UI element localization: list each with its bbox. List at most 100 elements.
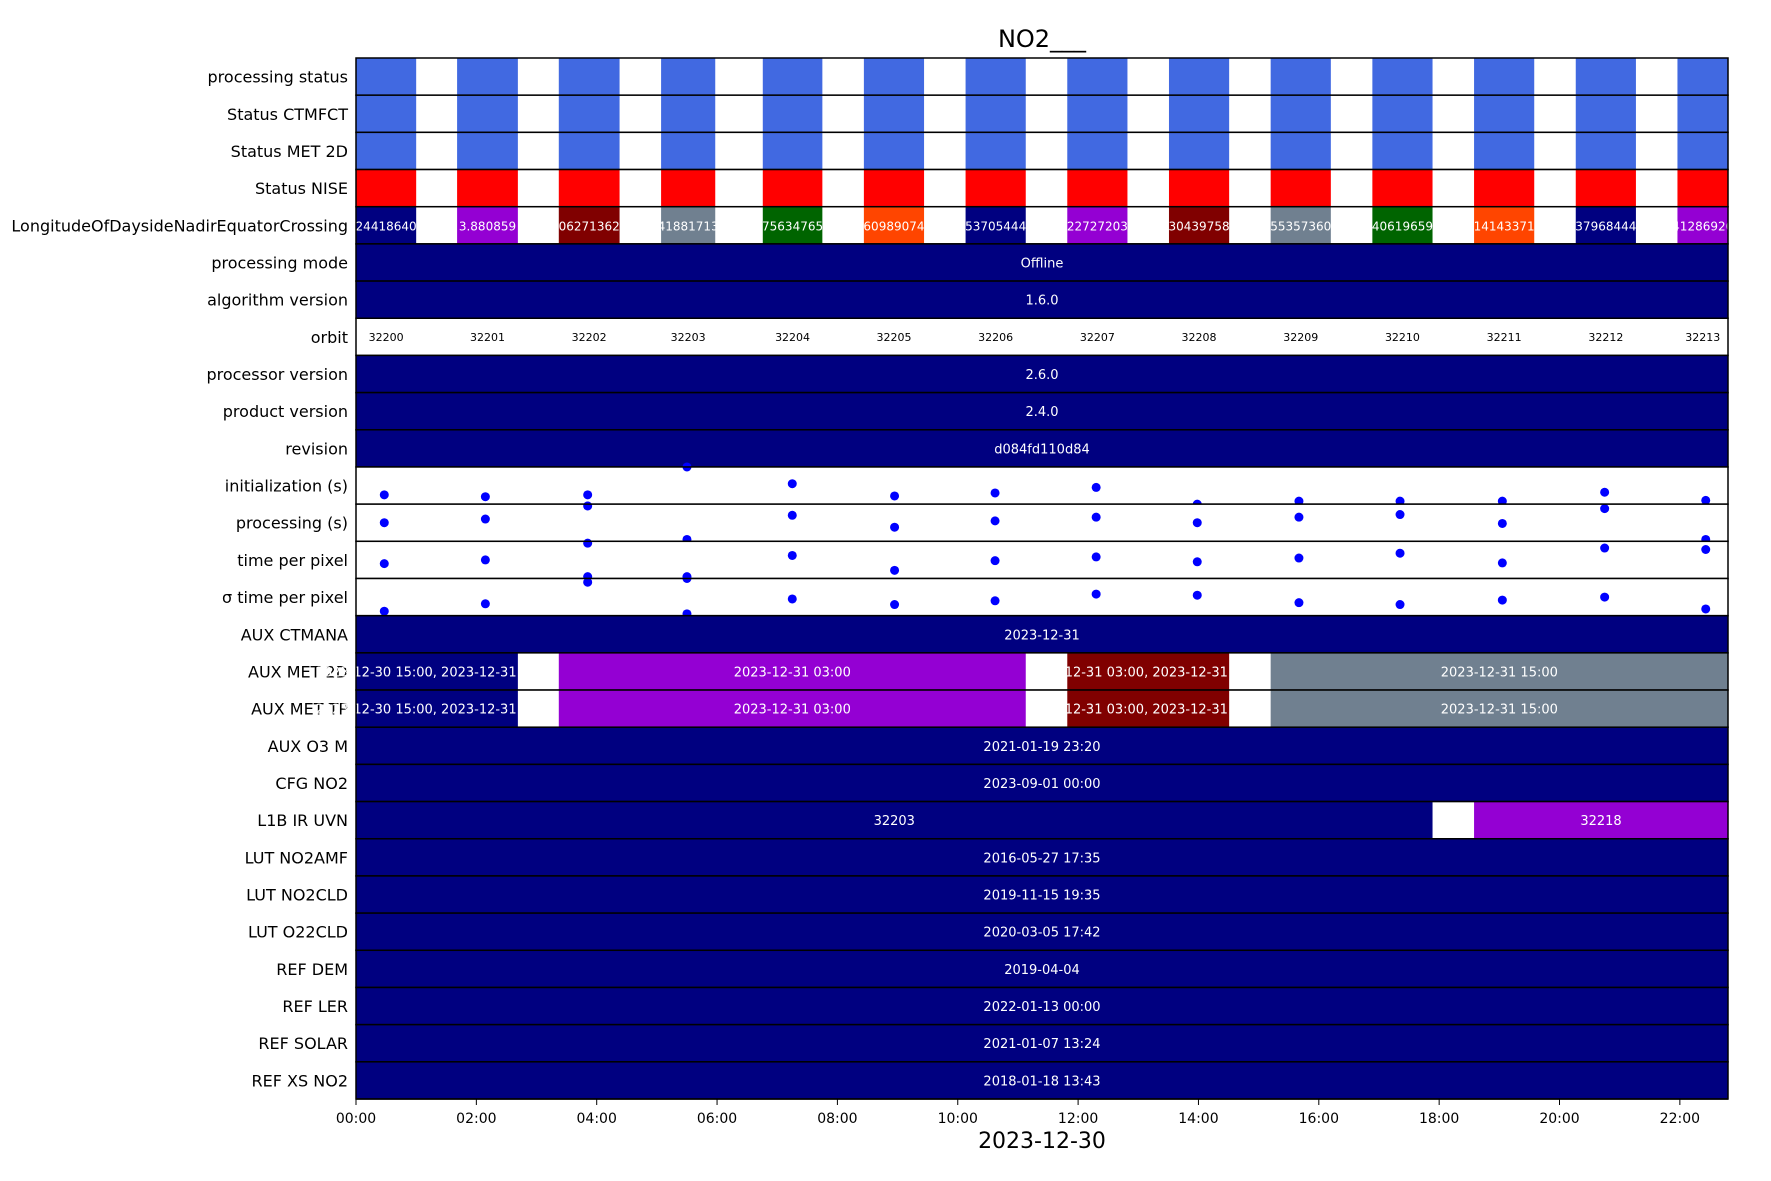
orbit-bar [1067,206,1128,244]
orbit-bar [1474,169,1535,207]
row-24: REF DEM 2019-04-04 [276,949,1729,989]
scatter-point [1600,487,1610,497]
x-tick-label: 02:00 [456,1111,496,1127]
orbit-bar [1270,206,1331,244]
x-tick-label: 12:00 [1058,1111,1098,1127]
segment-bar [356,764,1728,802]
orbit-bar [1372,132,1433,170]
orbit-number-label: 32207 [1080,331,1115,344]
segment-bar [356,801,1433,839]
orbit-bar [965,132,1026,170]
segment-bar [356,987,1728,1025]
orbit-number-label: 32208 [1182,331,1217,344]
scatter-point [990,488,1000,498]
row-27: REF XS NO2 2018-01-18 13:43 [252,1061,1729,1100]
scatter-point [583,577,593,587]
row-label: product version [223,402,348,421]
x-tick-label: 14:00 [1178,1111,1218,1127]
row-background [356,578,1728,616]
segment-label: 2023-12-31 03:00 [734,703,851,718]
row-11: initialization (s) [225,462,1729,511]
row-23: LUT O22CLD 2020-03-05 17:42 [248,912,1729,952]
orbit-bar [1270,132,1331,170]
scatter-point [1192,590,1202,600]
row-14: σ time per pixel [222,574,1729,619]
scatter-point [1600,543,1610,553]
bar-value-label: 30439758 [1169,219,1230,233]
row-background [356,541,1728,579]
row-13: time per pixel [237,538,1729,582]
x-tick-label: 08:00 [817,1111,857,1127]
row-label: LongitudeOfDaysideNadirEquatorCrossing [11,216,348,235]
scatter-point [990,596,1000,606]
segment-label: 2023-12-30 15:00, 2023-12-31 03:00 [316,703,559,718]
row-2: Status MET 2D [231,131,1729,171]
x-tick-label: 20:00 [1539,1111,1579,1127]
row-label: time per pixel [237,551,348,570]
segment-bar [558,652,1026,691]
scatter-point [583,501,593,511]
row-4: LongitudeOfDaysideNadirEquatorCrossing 24… [11,205,1733,245]
orbit-number-label: 32213 [1685,331,1720,344]
x-tick-label: 00:00 [336,1111,376,1127]
segment-bar [356,392,1728,430]
orbit-bar [457,132,518,170]
orbit-bar [661,95,716,133]
scatter-point [1091,552,1101,562]
scatter-point [1395,510,1405,520]
row-label: Status CTMFCT [227,105,348,124]
segment-bar [356,1024,1728,1062]
row-12: processing (s) [236,501,1729,544]
orbit-bar [1270,58,1331,96]
row-label: LUT O22CLD [248,923,348,942]
segment-bar [356,838,1728,876]
row-0: processing status [208,57,1729,96]
scatter-point [1701,495,1711,505]
orbit-bar [1270,95,1331,133]
orbit-bar [1575,132,1636,170]
row-25: REF LER 2022-01-13 00:00 [282,986,1729,1026]
segment-label: 2020-03-05 17:42 [983,926,1100,941]
segment-label: 2023-12-31 03:00, 2023-12-31 15:00 [1027,665,1270,680]
orbit-number-label: 32205 [876,331,911,344]
orbit-bar [1575,58,1636,96]
segment-bar [356,1061,1728,1099]
segment-bar [1067,652,1230,691]
segment-label: 1.6.0 [1025,294,1058,309]
orbit-number-label: 32202 [572,331,607,344]
orbit-bar [661,206,716,244]
bar-value-label: 40619659 [1372,219,1433,233]
scatter-point [890,565,900,575]
scatter-point [480,555,490,565]
row-label: AUX CTMANA [241,625,348,644]
bar-value-label: 37968444 [1575,219,1636,233]
orbit-bar [1677,95,1728,133]
scatter-point [379,606,389,616]
segment-bar [1067,690,1230,728]
bar-value-label: 75634765 [762,219,823,233]
scatter-point [990,556,1000,566]
segment-label: 2.6.0 [1025,368,1058,383]
scatter-point [890,600,900,610]
orbit-bar [457,95,518,133]
orbit-bar [1067,58,1128,96]
row-label: CFG NO2 [275,774,348,793]
row-21: LUT NO2AMF 2016-05-27 17:35 [245,838,1729,877]
segment-bar [558,690,1026,728]
orbit-bar [863,58,925,96]
row-18: AUX O3 M 2021-01-19 23:20 [268,726,1729,766]
row-6: algorithm version 1.6.0 [207,280,1729,320]
row-label: L1B IR UVN [257,811,348,830]
scatter-point [1497,518,1507,528]
segment-label: 2023-09-01 00:00 [983,777,1100,792]
orbit-bar [1677,58,1728,96]
segment-bar [356,690,518,728]
segment-bar [356,652,518,691]
orbit-number-label: 32200 [369,331,404,344]
scatter-point [1294,512,1304,522]
orbit-bar [1575,206,1636,244]
orbit-bar [1372,169,1433,207]
row-5: processing mode Offline [211,243,1729,282]
scatter-point [1091,482,1101,492]
